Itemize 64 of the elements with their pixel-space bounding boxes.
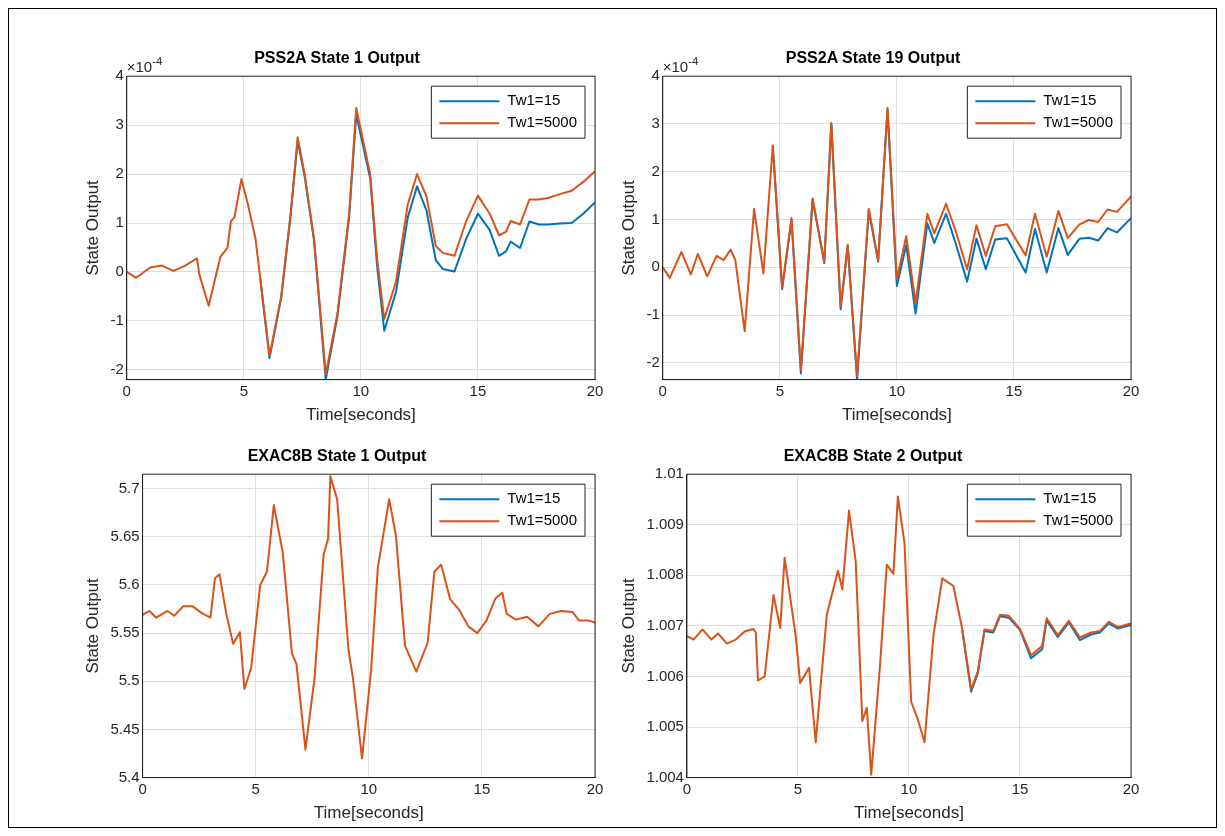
x-axis-title: Time[seconds] — [313, 803, 424, 823]
y-tick-label: 5.7 — [118, 478, 140, 496]
x-tick-label: 10 — [352, 381, 370, 399]
y-tick-label: 1 — [651, 209, 660, 227]
x-tick-label: 20 — [1122, 779, 1140, 797]
y-tick-label: 0 — [651, 257, 660, 275]
y-tick-label: 5.45 — [110, 719, 140, 737]
x-tick-label: 15 — [473, 779, 491, 797]
y-axis-title: State Output — [82, 577, 102, 674]
y-tick-label: 1.004 — [646, 767, 684, 785]
y-tick-label: 0 — [115, 262, 124, 280]
chart-title: EXAC8B State 1 Output — [247, 447, 428, 465]
chart-title: PSS2A State 19 Output — [785, 49, 961, 67]
x-tick-label: 10 — [360, 779, 378, 797]
y-tick-label: 1.01 — [654, 464, 684, 482]
y-tick-label: 5.5 — [118, 671, 140, 689]
legend-label: Tw1=15 — [507, 91, 561, 109]
y-tick-label: 1.008 — [646, 565, 684, 583]
x-tick-label: 10 — [888, 381, 906, 399]
y-axis-title: State Output — [82, 179, 102, 276]
x-tick-label: 15 — [1011, 779, 1029, 797]
x-tick-label: 10 — [900, 779, 918, 797]
legend-label: Tw1=5000 — [1043, 113, 1113, 131]
chart-title: EXAC8B State 2 Output — [783, 447, 964, 465]
legend-label: Tw1=15 — [507, 489, 561, 507]
legend-label: Tw1=5000 — [507, 511, 577, 529]
x-tick-label: 20 — [1122, 381, 1140, 399]
y-tick-label: 3 — [115, 115, 124, 133]
x-axis-title: Time[seconds] — [305, 405, 416, 425]
y-tick-label: 2 — [651, 161, 660, 179]
y-tick-label: 5.55 — [110, 623, 140, 641]
x-tick-label: 15 — [469, 381, 487, 399]
y-axis-title: State Output — [618, 179, 638, 276]
y-tick-label: 5.65 — [110, 526, 140, 544]
y-tick-label: 5.4 — [118, 767, 140, 785]
legend-label: Tw1=5000 — [507, 113, 577, 131]
x-axis-title: Time[seconds] — [841, 405, 952, 425]
legend-label: Tw1=15 — [1043, 489, 1097, 507]
y-tick-label: 1.006 — [646, 666, 684, 684]
y-tick-label: -1 — [646, 305, 660, 323]
chart-title: PSS2A State 1 Output — [254, 49, 421, 67]
legend-label: Tw1=5000 — [1043, 511, 1113, 529]
x-axis-title: Time[seconds] — [854, 803, 964, 823]
x-tick-label: 20 — [586, 779, 604, 797]
y-tick-label: -2 — [110, 359, 124, 377]
x-tick-label: 5 — [239, 381, 248, 399]
y-tick-label: 3 — [651, 114, 660, 132]
legend-label: Tw1=15 — [1043, 91, 1097, 109]
x-tick-label: 5 — [793, 779, 803, 797]
x-tick-label: 15 — [1005, 381, 1023, 399]
x-tick-label: 5 — [775, 381, 784, 399]
y-tick-label: 1.009 — [646, 514, 684, 532]
y-tick-label: 1.007 — [646, 616, 684, 634]
y-tick-label: 5.6 — [118, 575, 140, 593]
y-tick-label: 1 — [115, 213, 124, 231]
x-tick-label: 20 — [586, 381, 604, 399]
y-tick-label: 2 — [115, 164, 124, 182]
y-tick-label: 4 — [115, 66, 124, 84]
y-axis-title: State Output — [618, 577, 638, 674]
y-tick-label: -1 — [110, 311, 124, 329]
y-tick-label: 4 — [651, 66, 660, 84]
y-tick-label: -2 — [646, 353, 660, 371]
y-tick-label: 1.005 — [646, 717, 684, 735]
x-tick-label: 5 — [251, 779, 260, 797]
